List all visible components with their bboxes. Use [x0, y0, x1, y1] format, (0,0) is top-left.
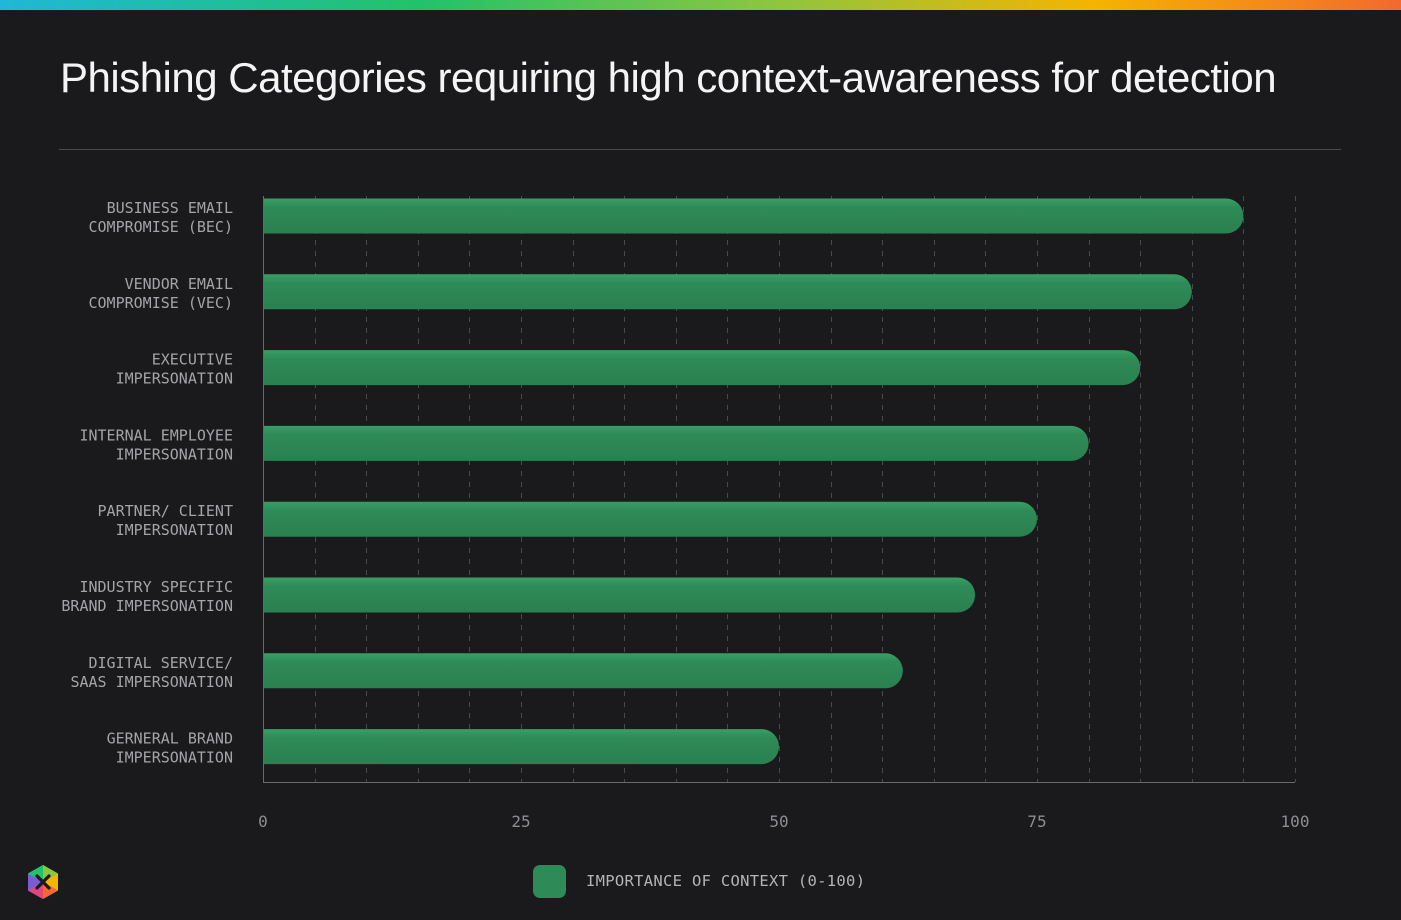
bar: [264, 501, 1037, 537]
bars: [264, 198, 1244, 765]
category-label: PARTNER/ CLIENT IMPERSONATION: [98, 502, 233, 539]
category-label-line: BUSINESS EMAIL: [107, 199, 233, 217]
x-tick-label: 25: [511, 812, 530, 831]
x-tick-label: 100: [1281, 812, 1310, 831]
category-label: INTERNAL EMPLOYEE IMPERSONATION: [79, 426, 233, 463]
category-label-line: IMPERSONATION: [116, 521, 233, 539]
category-labels: BUSINESS EMAIL COMPROMISE (BEC) VENDOR EMA…: [61, 199, 233, 767]
category-label-line: PARTNER/ CLIENT: [98, 502, 233, 520]
bar-chart: BUSINESS EMAIL COMPROMISE (BEC) VENDOR EMA…: [61, 196, 1309, 831]
category-label: VENDOR EMAIL COMPROMISE (VEC): [89, 275, 234, 312]
category-label-line: IMPERSONATION: [116, 445, 233, 463]
x-tick-label: 75: [1027, 812, 1046, 831]
category-label-line: DIGITAL SERVICE/: [89, 654, 234, 672]
category-label: DIGITAL SERVICE/SAAS IMPERSONATION: [70, 654, 233, 691]
category-label: GERNERAL BRAND IMPERSONATION: [107, 730, 233, 767]
x-tick-label: 0: [258, 812, 268, 831]
legend: IMPORTANCE OF CONTEXT (0-100): [533, 864, 865, 898]
bar: [264, 425, 1089, 461]
category-label-line: SAAS IMPERSONATION: [70, 673, 233, 691]
category-label-line: INTERNAL EMPLOYEE: [79, 426, 233, 444]
title-divider: [59, 149, 1341, 150]
x-tick-label: 50: [769, 812, 788, 831]
x-tick-labels: 0 25 50 75 100: [258, 812, 1309, 831]
bar: [264, 577, 976, 613]
category-label-line: IMPERSONATION: [116, 749, 233, 767]
bar: [264, 274, 1192, 310]
bar: [264, 729, 779, 765]
category-label-line: IMPERSONATION: [116, 370, 233, 388]
top-gradient-bar: [0, 0, 1401, 10]
bar: [264, 350, 1141, 386]
bar: [264, 653, 903, 689]
category-label-line: VENDOR EMAIL: [125, 275, 233, 293]
axes: [263, 196, 1295, 783]
category-label-line: GERNERAL BRAND: [107, 730, 233, 748]
legend-swatch: [533, 864, 566, 898]
category-label-line: INDUSTRY SPECIFIC: [79, 578, 233, 596]
chart-title: Phishing Categories requiring high conte…: [60, 54, 1277, 101]
bar: [264, 198, 1244, 234]
category-label: EXECUTIVE IMPERSONATION: [116, 351, 233, 388]
category-label-line: COMPROMISE (BEC): [89, 218, 234, 236]
category-label-line: BRAND IMPERSONATION: [61, 597, 233, 615]
category-label: INDUSTRY SPECIFIC BRAND IMPERSONATION: [61, 578, 233, 615]
hexagon-logo-icon: [28, 865, 58, 899]
legend-label: IMPORTANCE OF CONTEXT (0-100): [586, 872, 866, 890]
category-label-line: COMPROMISE (VEC): [89, 294, 234, 312]
category-label: BUSINESS EMAIL COMPROMISE (BEC): [89, 199, 234, 236]
category-label-line: EXECUTIVE: [152, 351, 233, 369]
